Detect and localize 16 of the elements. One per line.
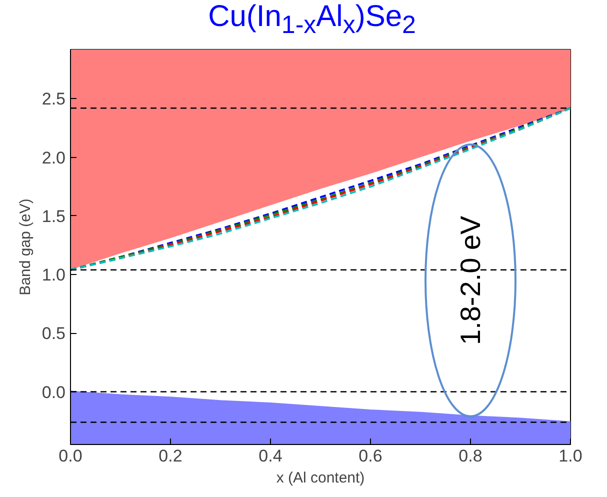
x-tick-label: 0.4 xyxy=(258,446,282,466)
x-tick-label: 0.2 xyxy=(158,446,182,466)
y-tick-label: 2.0 xyxy=(42,148,66,168)
y-tick-label: 0.5 xyxy=(42,324,66,344)
x-axis-title: x (Al content) xyxy=(276,470,365,486)
x-tick-label: 0.6 xyxy=(358,446,382,466)
y-tick-label: 2.5 xyxy=(42,90,66,109)
y-tick-label: 0.0 xyxy=(42,382,66,402)
x-tick-label: 0.8 xyxy=(458,446,482,466)
chart-title: Cu(In$_{1-x}$Al$_{x}$)Se$_{2}$ xyxy=(207,0,417,41)
y-axis-title: Band gap (eV) xyxy=(16,198,34,296)
y-tick-label: 1.5 xyxy=(42,206,66,226)
y-tick-label: 1.0 xyxy=(42,266,66,285)
annotation: 1.8-2.0 eV xyxy=(455,215,486,346)
x-tick-label: 1.0 xyxy=(558,446,582,466)
x-tick-label: 0.0 xyxy=(58,446,82,466)
